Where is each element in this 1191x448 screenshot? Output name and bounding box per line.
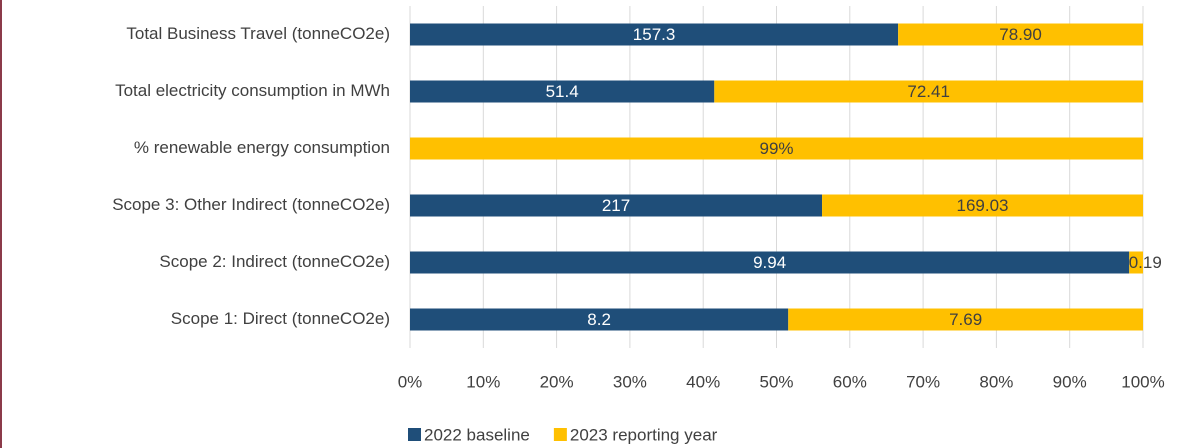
bar-segment: [410, 194, 823, 217]
data-label: 8.2: [587, 310, 611, 329]
x-tick-label: 60%: [833, 372, 867, 391]
bar-segment: [410, 23, 899, 46]
data-label: 0.19: [1129, 253, 1162, 272]
x-tick-label: 80%: [979, 372, 1013, 391]
data-label: 169.03: [957, 196, 1009, 215]
legend-label: 2023 reporting year: [570, 425, 718, 444]
x-tick-label: 0%: [398, 372, 423, 391]
y-tick-label: Total Business Travel (tonneCO2e): [126, 24, 390, 43]
bar-segment: [410, 137, 1143, 160]
y-tick-label: Scope 2: Indirect (tonneCO2e): [159, 252, 390, 271]
x-tick-label: 40%: [686, 372, 720, 391]
bar-segment: [410, 80, 715, 103]
data-label: 9.94: [753, 253, 786, 272]
bar-segment: [410, 251, 1130, 274]
bar-segment: [1129, 251, 1143, 274]
bar-segment: [410, 308, 789, 331]
bar-segment: [898, 23, 1143, 46]
legend-swatch: [408, 428, 421, 441]
x-tick-label: 10%: [466, 372, 500, 391]
bar-segment: [788, 308, 1143, 331]
y-tick-label: Total electricity consumption in MWh: [115, 81, 390, 100]
data-label: 7.69: [949, 310, 982, 329]
x-tick-label: 90%: [1053, 372, 1087, 391]
legend-label: 2022 baseline: [424, 425, 530, 444]
data-label: 157.3: [633, 25, 676, 44]
data-label: 99%: [759, 139, 793, 158]
y-tick-label: % renewable energy consumption: [134, 138, 390, 157]
data-label: 78.90: [999, 25, 1042, 44]
data-label: 72.41: [907, 82, 950, 101]
bar-segment: [822, 194, 1143, 217]
y-tick-label: Scope 1: Direct (tonneCO2e): [171, 309, 390, 328]
x-tick-label: 50%: [759, 372, 793, 391]
y-tick-label: Scope 3: Other Indirect (tonneCO2e): [112, 195, 390, 214]
legend-swatch: [553, 428, 567, 441]
x-tick-label: 20%: [540, 372, 574, 391]
x-tick-label: 30%: [613, 372, 647, 391]
data-label: 217: [602, 196, 630, 215]
bar-segment: [714, 80, 1143, 103]
x-tick-label: 70%: [906, 372, 940, 391]
data-label: 51.4: [546, 82, 579, 101]
x-tick-label: 100%: [1121, 372, 1164, 391]
